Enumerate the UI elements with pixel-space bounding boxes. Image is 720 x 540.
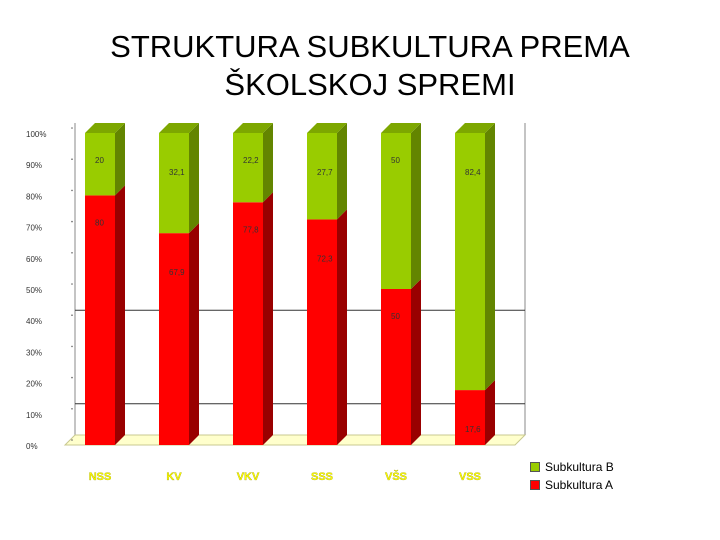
bar-subkultura-a-VKV — [233, 202, 263, 445]
data-label-subkultura-b: 32,1 — [169, 168, 185, 177]
x-category-label: KV — [166, 471, 182, 483]
bar-subkultura-b-SSS — [307, 133, 337, 220]
bar-side-subkultura-a-KV — [189, 223, 199, 445]
data-label-subkultura-a: 77,8 — [243, 225, 259, 234]
bar-side-subkultura-a-VKV — [263, 192, 273, 445]
data-label-subkultura-b: 50 — [391, 156, 400, 165]
bar-subkultura-a-VSS — [455, 390, 485, 445]
y-tick-label: 100% — [26, 130, 46, 139]
y-tick-mark — [71, 127, 73, 129]
bar-side-subkultura-a-VSS — [485, 380, 495, 445]
y-tick-label: 30% — [26, 348, 42, 357]
bar-top-VŠS — [381, 123, 421, 133]
bar-side-subkultura-b-KV — [189, 123, 199, 234]
legend-item-subkultura-a: Subkultura A — [530, 476, 614, 494]
y-tick-label: 10% — [26, 411, 42, 420]
y-tick-label: 0% — [26, 442, 38, 451]
data-label-subkultura-a: 67,9 — [169, 268, 185, 277]
data-label-subkultura-b: 27,7 — [317, 168, 333, 177]
bar-side-subkultura-a-SSS — [337, 209, 347, 445]
data-label-subkultura-a: 72,3 — [317, 254, 333, 263]
bar-top-KV — [159, 123, 199, 133]
data-label-subkultura-b: 82,4 — [465, 168, 481, 177]
y-tick-label: 20% — [26, 380, 42, 389]
x-category-label: NSS — [89, 471, 112, 483]
data-label-subkultura-a: 80 — [95, 218, 104, 227]
data-label-subkultura-b: 22,2 — [243, 156, 259, 165]
bar-side-subkultura-b-VŠS — [411, 123, 421, 289]
bar-top-SSS — [307, 123, 347, 133]
bar-subkultura-b-VKV — [233, 133, 263, 203]
y-tick-label: 40% — [26, 317, 42, 326]
y-tick-label: 90% — [26, 161, 42, 170]
bar-subkultura-a-SSS — [307, 219, 337, 445]
bar-subkultura-b-KV — [159, 133, 189, 234]
legend-swatch-subkultura-a — [530, 480, 540, 490]
y-tick-mark — [71, 376, 73, 379]
bar-subkultura-a-NSS — [85, 195, 115, 445]
bar-subkultura-b-NSS — [85, 133, 115, 196]
y-tick-label: 70% — [26, 224, 42, 233]
bar-top-VSS — [455, 123, 495, 133]
bar-side-subkultura-b-VKV — [263, 123, 273, 203]
y-tick-mark — [71, 345, 73, 348]
bar-side-subkultura-b-SSS — [337, 123, 347, 220]
legend-item-subkultura-b: Subkultura B — [530, 458, 614, 476]
legend-label-subkultura-b: Subkultura B — [545, 460, 614, 474]
x-category-label: VSS — [459, 471, 481, 483]
chart-legend: Subkultura B Subkultura A — [530, 458, 614, 494]
y-tick-mark — [71, 283, 73, 285]
y-tick-label: 80% — [26, 192, 42, 201]
x-category-label: SSS — [311, 471, 333, 483]
y-tick-mark — [71, 220, 73, 223]
bar-subkultura-b-VŠS — [381, 133, 411, 289]
bar-subkultura-b-VSS — [455, 133, 485, 391]
data-label-subkultura-a: 50 — [391, 312, 400, 321]
slide-title: STRUKTURA SUBKULTURA PREMA ŠKOLSKOJ SPRE… — [40, 28, 700, 104]
bar-subkultura-a-VŠS — [381, 289, 411, 445]
legend-label-subkultura-a: Subkultura A — [545, 478, 614, 492]
bar-side-subkultura-a-VŠS — [411, 279, 421, 445]
y-tick-mark — [71, 252, 73, 254]
slide-title-line-1: STRUKTURA SUBKULTURA PREMA — [110, 29, 630, 64]
x-category-label: VŠS — [385, 470, 407, 483]
legend-swatch-subkultura-b — [530, 462, 540, 472]
bar-side-subkultura-a-NSS — [115, 185, 125, 445]
y-tick-mark — [71, 439, 73, 441]
data-label-subkultura-a: 17,6 — [465, 425, 481, 434]
y-tick-mark — [71, 158, 73, 160]
x-category-label: VKV — [237, 471, 260, 483]
bar-side-subkultura-b-VSS — [485, 123, 495, 391]
y-tick-label: 60% — [26, 255, 42, 264]
bar-top-VKV — [233, 123, 273, 133]
data-label-subkultura-b: 20 — [95, 156, 104, 165]
y-tick-mark — [71, 314, 73, 317]
bar-top-NSS — [85, 123, 125, 133]
y-tick-label: 50% — [26, 286, 42, 295]
y-tick-mark — [71, 408, 73, 410]
bar-side-subkultura-b-NSS — [115, 123, 125, 196]
bar-subkultura-a-KV — [159, 233, 189, 445]
y-tick-mark — [71, 189, 73, 192]
slide-title-line-2: ŠKOLSKOJ SPREMI — [224, 67, 516, 102]
